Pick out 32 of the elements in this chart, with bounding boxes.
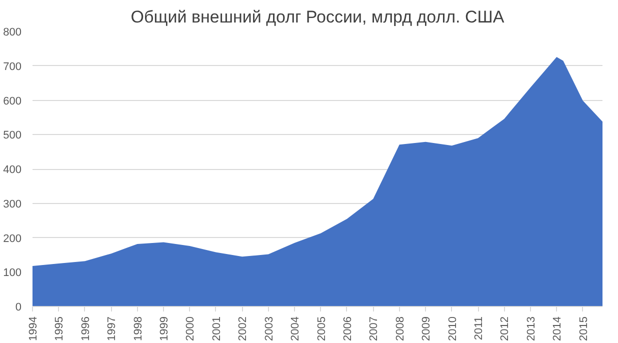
y-tick-label: 100 <box>3 267 22 280</box>
x-tick-label: 2014 <box>552 316 564 341</box>
x-tick-label: 2004 <box>290 316 302 341</box>
y-tick-label: 0 <box>15 302 22 314</box>
x-tick-label: 2001 <box>210 316 223 341</box>
y-tick-label: 400 <box>3 164 22 176</box>
x-tick-label: 2003 <box>263 316 276 341</box>
y-tick-label: 500 <box>3 130 22 142</box>
chart-title: Общий внешний долг России, млрд долл. США <box>130 8 505 26</box>
x-tick-label: 2010 <box>446 316 459 341</box>
x-tick-label: 1996 <box>80 316 92 341</box>
y-tick-label: 700 <box>3 60 22 73</box>
y-tick-label: 800 <box>3 26 22 38</box>
x-tick-label: 2002 <box>237 316 250 341</box>
x-tick-label: 1994 <box>28 316 40 341</box>
x-tick-label: 2011 <box>473 316 486 340</box>
x-tick-label: 1999 <box>158 316 171 341</box>
x-tick-label: 2013 <box>525 316 538 341</box>
y-tick-label: 600 <box>3 95 22 108</box>
x-tick-label: 2005 <box>316 316 328 341</box>
x-tick-label: 2000 <box>184 316 197 341</box>
x-tick-label: 2012 <box>499 316 512 341</box>
x-tick-label: 2008 <box>394 316 406 341</box>
x-tick-label: 1998 <box>132 316 144 341</box>
x-tick-label: 1997 <box>106 316 118 341</box>
x-tick-label: 2006 <box>342 316 354 341</box>
x-tick-label: 1995 <box>54 316 66 341</box>
x-tick-label: 2015 <box>578 316 590 341</box>
y-tick-label: 300 <box>3 198 22 210</box>
y-tick-label: 200 <box>3 232 22 245</box>
x-tick-label: 2007 <box>368 316 380 341</box>
x-tick-label: 2009 <box>420 316 433 341</box>
